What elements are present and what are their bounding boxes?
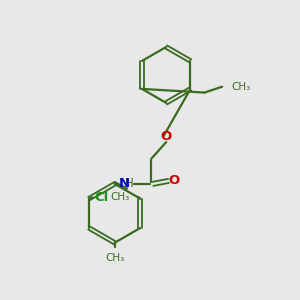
Text: CH₃: CH₃ xyxy=(110,192,130,202)
Text: CH₃: CH₃ xyxy=(105,253,124,263)
Text: Cl: Cl xyxy=(94,191,109,204)
Text: CH₃: CH₃ xyxy=(231,82,250,92)
Text: O: O xyxy=(169,174,180,188)
Text: H: H xyxy=(124,177,133,190)
Text: O: O xyxy=(160,130,172,143)
Text: N: N xyxy=(118,177,130,190)
